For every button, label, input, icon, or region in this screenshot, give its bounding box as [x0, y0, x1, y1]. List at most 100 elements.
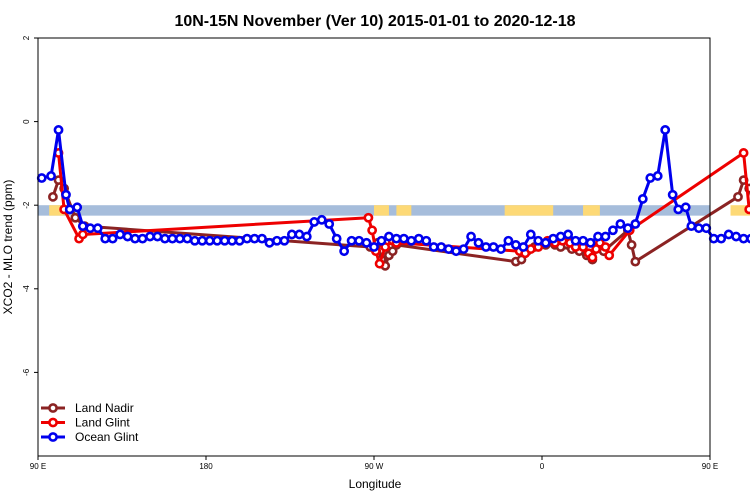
x-tick-label: 90 W — [365, 462, 384, 471]
point-ocean-glint — [294, 229, 305, 240]
point-ocean-glint — [563, 229, 574, 240]
point-ocean-glint — [548, 233, 559, 244]
legend-item-ocean-glint: Ocean Glint — [41, 430, 139, 444]
x-tick-label: 90 E — [30, 462, 46, 471]
point-ocean-glint — [615, 219, 626, 229]
point-ocean-glint — [496, 244, 506, 254]
y-tick-label: 0 — [22, 119, 31, 124]
point-land-glint — [600, 242, 611, 252]
legend-marker — [48, 403, 58, 413]
point-ocean-glint — [361, 237, 372, 248]
point-ocean-glint — [593, 231, 603, 242]
point-ocean-glint — [622, 223, 633, 234]
point-ocean-glint — [708, 233, 719, 244]
land-band-segment — [374, 205, 389, 216]
y-tick-label: -6 — [22, 368, 31, 376]
y-tick-label: -2 — [22, 201, 31, 209]
point-ocean-glint — [324, 219, 335, 229]
point-ocean-glint — [398, 233, 409, 244]
legend-item-land-glint: Land Glint — [41, 416, 130, 430]
point-ocean-glint — [637, 194, 648, 204]
legend-label: Land Nadir — [75, 401, 134, 415]
point-ocean-glint — [458, 244, 469, 254]
point-ocean-glint — [451, 246, 462, 257]
point-ocean-glint — [354, 235, 364, 246]
point-ocean-glint — [204, 235, 215, 246]
point-ocean-glint — [286, 229, 297, 240]
point-land-glint — [367, 225, 378, 236]
point-land-nadir — [626, 240, 637, 250]
point-ocean-glint — [701, 223, 712, 234]
point-ocean-glint — [219, 235, 230, 246]
point-ocean-glint — [466, 231, 476, 242]
point-ocean-glint — [189, 235, 200, 246]
point-ocean-glint — [686, 221, 697, 231]
point-ocean-glint — [608, 225, 618, 236]
point-ocean-glint — [518, 242, 529, 252]
point-ocean-glint — [182, 233, 193, 244]
point-ocean-glint — [77, 221, 88, 231]
point-ocean-glint — [473, 237, 484, 248]
point-ocean-glint — [174, 233, 185, 244]
point-ocean-glint — [693, 223, 704, 234]
land-band-segment — [730, 205, 750, 216]
point-land-nadir — [630, 256, 641, 267]
point-ocean-glint — [406, 235, 417, 246]
point-ocean-glint — [555, 231, 566, 242]
point-land-glint — [738, 148, 749, 158]
point-ocean-glint — [152, 231, 163, 242]
point-ocean-glint — [167, 233, 178, 244]
point-ocean-glint — [92, 223, 103, 234]
point-ocean-glint — [72, 202, 83, 213]
point-ocean-glint — [137, 233, 148, 244]
point-ocean-glint — [145, 231, 155, 242]
point-ocean-glint — [339, 246, 350, 257]
point-ocean-glint — [212, 235, 223, 246]
point-ocean-glint — [115, 229, 126, 240]
point-ocean-glint — [301, 231, 312, 242]
y-axis: 2 0 -2 -4 -6 — [22, 35, 38, 376]
point-ocean-glint — [443, 244, 454, 254]
point-land-glint — [587, 252, 598, 263]
point-ocean-glint — [257, 233, 267, 244]
point-land-glint — [744, 204, 750, 215]
point-ocean-glint — [481, 242, 491, 252]
point-ocean-glint — [272, 235, 282, 246]
x-tick-label: 90 E — [702, 462, 718, 471]
point-ocean-glint — [197, 235, 208, 246]
point-ocean-glint — [585, 237, 596, 248]
x-axis-label: Longitude — [349, 477, 402, 491]
series-ocean-glint — [36, 125, 750, 257]
point-ocean-glint — [421, 235, 432, 246]
land-ocean-band — [38, 205, 750, 216]
point-ocean-glint — [107, 233, 118, 244]
x-tick-label: 180 — [199, 462, 213, 471]
point-ocean-glint — [316, 214, 327, 225]
point-ocean-glint — [376, 235, 387, 246]
point-ocean-glint — [85, 223, 96, 234]
point-land-glint — [374, 258, 385, 269]
point-ocean-glint — [242, 233, 252, 244]
point-land-glint — [77, 229, 88, 240]
point-ocean-glint — [264, 237, 275, 248]
point-ocean-glint — [61, 189, 71, 200]
land-band-segment — [49, 205, 65, 216]
point-ocean-glint — [510, 240, 521, 250]
y-tick-label: -4 — [22, 285, 31, 293]
point-ocean-glint — [578, 235, 588, 246]
point-ocean-glint — [645, 173, 656, 183]
point-ocean-glint — [122, 231, 133, 242]
point-ocean-glint — [234, 235, 245, 246]
point-ocean-glint — [746, 233, 750, 244]
point-ocean-glint — [540, 237, 551, 248]
point-ocean-glint — [652, 171, 663, 181]
point-land-nadir — [70, 212, 81, 223]
y-tick-label: 2 — [22, 35, 31, 40]
point-land-glint — [525, 244, 536, 254]
land-band-segment — [583, 205, 600, 216]
point-ocean-glint — [630, 219, 641, 229]
point-ocean-glint — [667, 189, 678, 200]
point-ocean-glint — [680, 202, 691, 213]
